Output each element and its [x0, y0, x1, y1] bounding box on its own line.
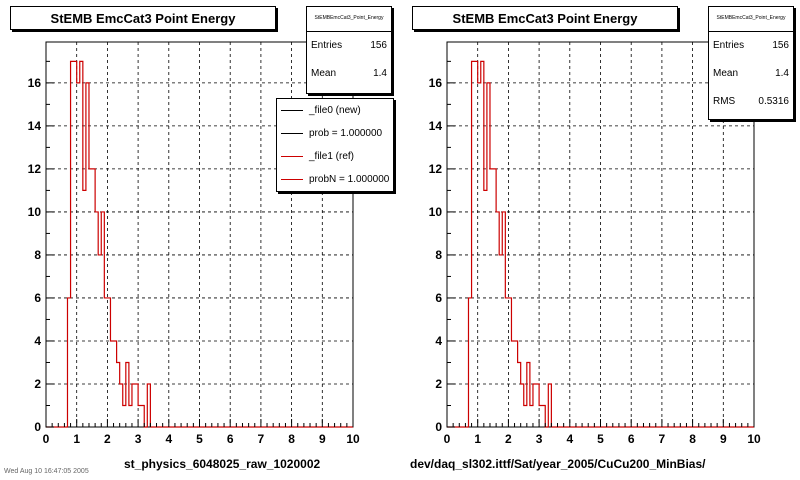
y-tick-label: 10 [28, 205, 42, 219]
y-tick-label: 12 [429, 162, 443, 176]
histogram-series-line [447, 60, 754, 428]
x-tick-label: 8 [689, 432, 696, 446]
chart-title: StEMB EmcCat3 Point Energy [412, 6, 678, 30]
stats-label: Mean [713, 68, 739, 79]
stats-box: StEMBEmcCat3_Point_Energy Entries 156 Me… [708, 6, 794, 120]
x-axis-label: st_physics_6048025_raw_1020002 [124, 457, 321, 471]
x-tick-label: 0 [444, 432, 451, 446]
y-tick-label: 8 [34, 248, 41, 262]
legend-label: _file1 (ref) [309, 151, 355, 162]
y-tick-label: 10 [429, 205, 443, 219]
y-tick-label: 0 [435, 420, 442, 434]
stats-row-mean: Mean 1.4 [709, 60, 793, 88]
legend-label: probN = 1.000000 [309, 174, 390, 185]
x-tick-label: 9 [319, 432, 326, 446]
stats-value: 1.4 [373, 68, 387, 79]
chart-title: StEMB EmcCat3 Point Energy [10, 6, 276, 30]
left-pad: StEMB EmcCat3 Point Energy 0 1 2 3 4 5 6 7 8 9 10 0… [10, 6, 394, 471]
x-tick-label: 9 [720, 432, 727, 446]
y-tick-label: 14 [28, 119, 42, 133]
stats-label: Mean [311, 68, 337, 79]
y-tick-label: 2 [34, 377, 41, 391]
right-pad: StEMB EmcCat3 Point Energy 0 1 2 3 4 5 6 7 8 9 10 0… [400, 0, 800, 480]
y-tick-label: 2 [435, 377, 442, 391]
timestamp-text: Wed Aug 10 16:47:05 2005 [4, 468, 89, 475]
x-tick-label: 5 [597, 432, 604, 446]
x-tick-label: 7 [659, 432, 666, 446]
x-tick-label: 3 [135, 432, 142, 446]
x-tick-label: 0 [43, 432, 50, 446]
x-tick-label: 4 [566, 432, 573, 446]
legend-entry: prob = 1.000000 [277, 122, 393, 145]
y-tick-label: 8 [435, 248, 442, 262]
legend-swatch [281, 133, 303, 134]
y-tick-label: 16 [429, 76, 443, 90]
y-tick-label: 6 [34, 291, 41, 305]
legend-entry: _file1 (ref) [277, 145, 393, 168]
y-tick-label: 14 [429, 119, 443, 133]
x-tick-label: 2 [104, 432, 111, 446]
x-tick-label: 6 [227, 432, 234, 446]
legend-entry: probN = 1.000000 [277, 168, 393, 191]
legend-entry: _file0 (new) [277, 99, 393, 122]
stats-value: 1.4 [775, 68, 789, 79]
stats-value: 156 [370, 40, 387, 51]
stats-value: 0.5316 [758, 96, 789, 107]
y-tick-label: 4 [435, 334, 442, 348]
stats-row-entries: Entries 156 [709, 32, 793, 60]
y-tick-label: 12 [28, 162, 42, 176]
x-tick-label: 1 [474, 432, 481, 446]
x-tick-label: 7 [258, 432, 265, 446]
legend-swatch [281, 156, 303, 157]
legend-swatch [281, 110, 303, 111]
legend-label: _file0 (new) [309, 105, 361, 116]
x-tick-label: 6 [628, 432, 635, 446]
histogram-series-line [46, 60, 353, 428]
stats-label: RMS [713, 96, 736, 107]
y-tick-label: 16 [28, 76, 42, 90]
legend-swatch [281, 179, 303, 180]
x-tick-label: 10 [346, 432, 360, 446]
y-tick-label: 0 [34, 420, 41, 434]
y-tick-label: 4 [34, 334, 41, 348]
stats-label: Entries [713, 40, 745, 51]
stats-row-rms: RMS 0.5316 [709, 88, 793, 116]
stats-value: 156 [772, 40, 789, 51]
stats-header: StEMBEmcCat3_Point_Energy [307, 7, 391, 32]
x-tick-label: 8 [288, 432, 295, 446]
x-tick-label: 4 [165, 432, 172, 446]
x-axis-label: dev/daq_sl302.ittf/Sat/year_2005/CuCu200… [410, 457, 706, 471]
legend-label: prob = 1.000000 [309, 128, 383, 139]
x-tick-label: 10 [747, 432, 761, 446]
x-tick-label: 1 [73, 432, 80, 446]
y-tick-label: 6 [435, 291, 442, 305]
x-tick-label: 5 [196, 432, 203, 446]
x-tick-label: 2 [505, 432, 512, 446]
stats-header: StEMBEmcCat3_Point_Energy [709, 7, 793, 32]
legend: _file0 (new) prob = 1.000000 _file1 (ref… [276, 98, 394, 192]
stats-label: Entries [311, 40, 343, 51]
stats-row-mean: Mean 1.4 [307, 60, 391, 88]
x-tick-label: 3 [536, 432, 543, 446]
stats-row-entries: Entries 156 [307, 32, 391, 60]
stats-box: StEMBEmcCat3_Point_Energy Entries 156 Me… [306, 6, 392, 94]
